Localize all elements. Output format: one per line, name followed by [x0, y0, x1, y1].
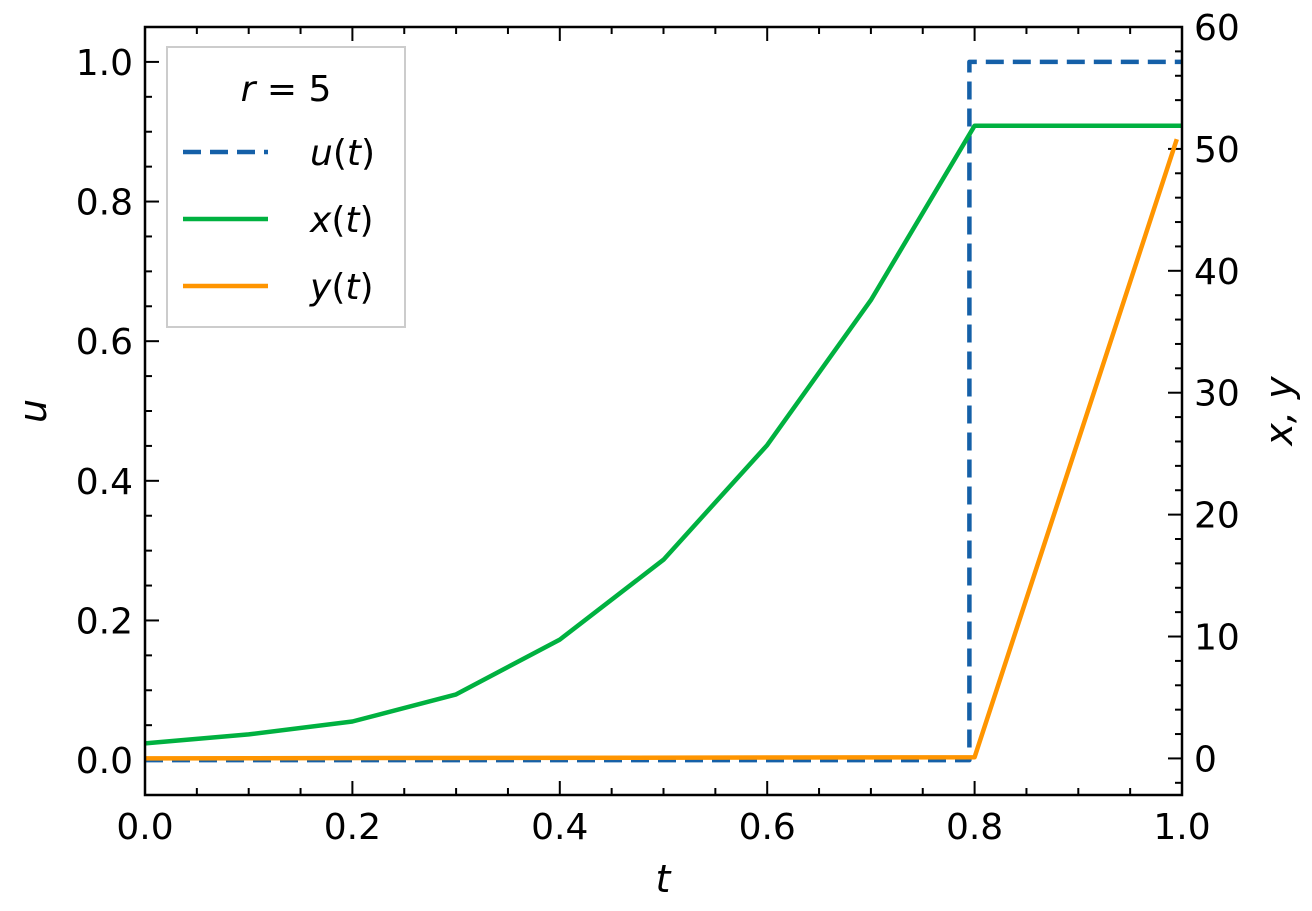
x-tick-label: 0.2 [324, 807, 381, 848]
series-y-line [144, 138, 1179, 761]
x-axis-label: t [656, 857, 673, 901]
series-layer [144, 59, 1182, 763]
right-y-tick-label: 40 [1194, 252, 1240, 293]
right-y-tick-label: 20 [1194, 496, 1240, 537]
x-tick-label: 1.0 [1153, 807, 1210, 848]
left-y-tick-label: 0.2 [76, 601, 133, 642]
series-x-line [144, 123, 1182, 746]
right-y-tick-label: 30 [1194, 374, 1240, 415]
right-y-axis-label: x, y [1257, 376, 1301, 447]
x-tick-label: 0.4 [531, 807, 588, 848]
legend: r = 5 u(t) x(t) y(t) [166, 46, 406, 328]
x-tick-label: 0.6 [739, 807, 796, 848]
plot-frame [143, 25, 1184, 797]
right-y-tick-label: 10 [1194, 618, 1240, 659]
legend-label-u: u(t) [310, 133, 375, 174]
legend-label-y: y(t) [309, 267, 374, 308]
left-y-axis-label: u [11, 399, 55, 423]
left-y-tick-label: 0.8 [76, 183, 133, 224]
left-y-tick-label: 0.6 [76, 322, 133, 363]
right-y-tick-label: 60 [1194, 8, 1240, 49]
right-y-tick-label: 0 [1194, 739, 1217, 780]
left-y-tick-label: 1.0 [76, 43, 133, 84]
x-tick-label: 0.0 [116, 807, 173, 848]
ticks: 0.0 0.2 0.4 0.6 0.8 1.0 0.0 0.2 0.4 0.6 0.8 1.0 0 10 2… [76, 8, 1240, 848]
left-y-tick-label: 0.4 [76, 462, 133, 503]
legend-label-x: x(t) [309, 200, 374, 241]
x-tick-label: 0.8 [946, 807, 1003, 848]
legend-title: r = 5 [241, 69, 332, 110]
right-y-tick-label: 50 [1194, 130, 1240, 171]
left-y-tick-label: 0.0 [76, 741, 133, 782]
legend-box [166, 46, 406, 328]
series-u-line [145, 59, 1182, 763]
